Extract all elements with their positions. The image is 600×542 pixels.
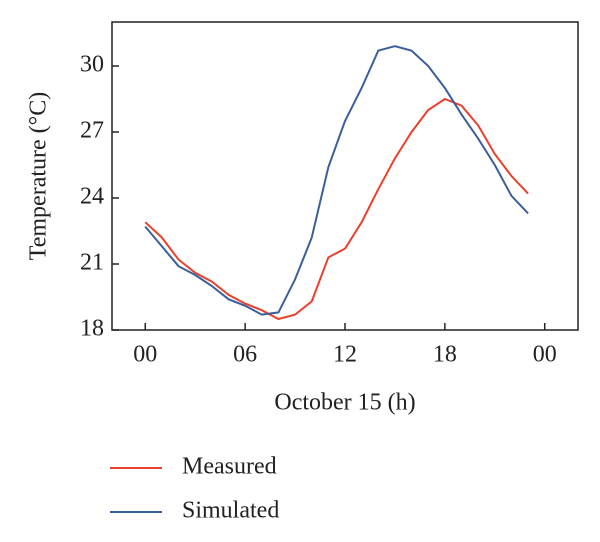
x-tick-label: 00 bbox=[533, 342, 557, 368]
series-line bbox=[144, 97, 529, 321]
legend-label: Simulated bbox=[182, 498, 279, 524]
plot-frame bbox=[111, 21, 579, 331]
y-tick-label: 18 bbox=[80, 316, 104, 342]
y-tick-label: 21 bbox=[80, 250, 104, 276]
y-tick-label: 24 bbox=[80, 184, 104, 210]
x-tick-label: 12 bbox=[333, 342, 357, 368]
y-axis-label: Temperature (°C) bbox=[26, 92, 52, 261]
x-tick-label: 06 bbox=[233, 342, 257, 368]
legend-label: Measured bbox=[182, 454, 277, 480]
x-tick-label: 00 bbox=[133, 342, 157, 368]
x-axis-label: October 15 (h) bbox=[274, 390, 415, 416]
series-line bbox=[144, 45, 529, 316]
y-tick-label: 30 bbox=[80, 52, 104, 78]
x-tick-label: 18 bbox=[433, 342, 457, 368]
y-tick-label: 27 bbox=[80, 118, 104, 144]
